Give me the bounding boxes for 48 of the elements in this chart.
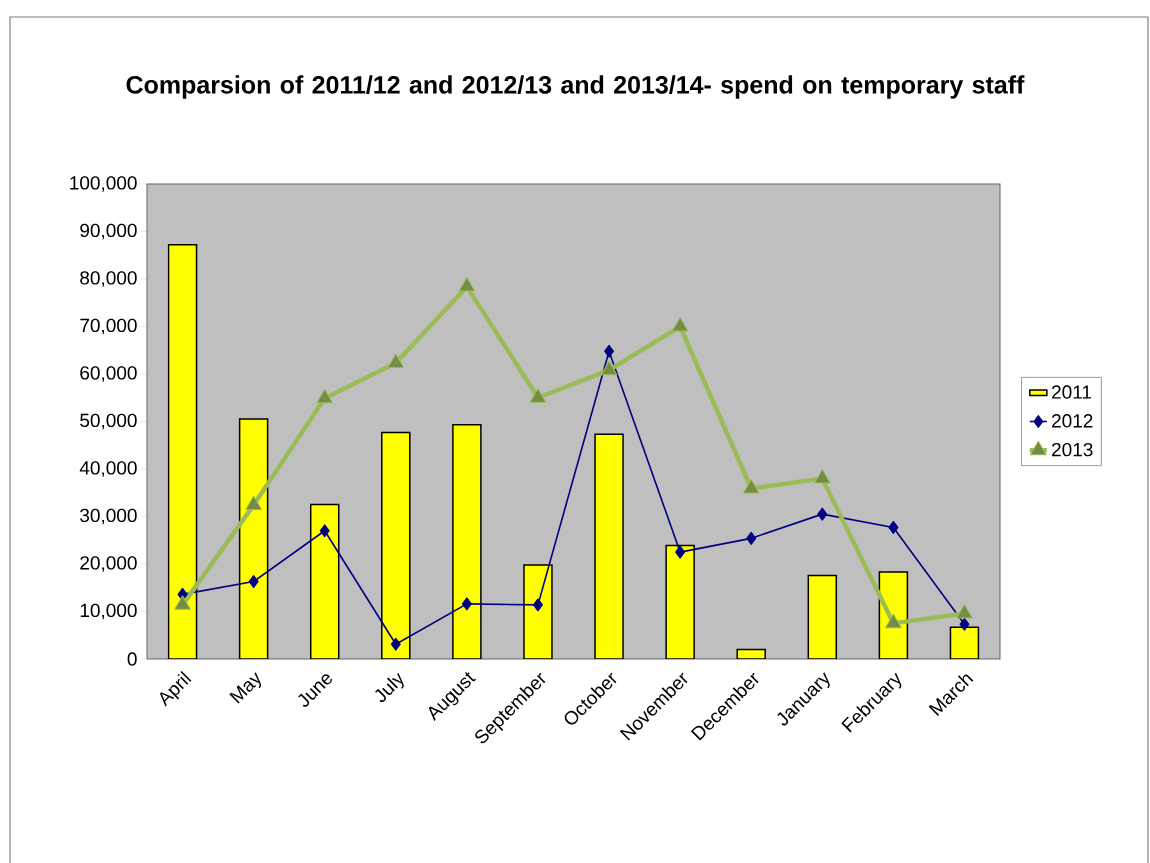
- bar: [238, 418, 269, 659]
- y-tick-label: 0: [127, 652, 137, 666]
- point: [746, 531, 757, 545]
- bar: [807, 574, 838, 659]
- point: [461, 597, 472, 611]
- point: [600, 360, 618, 376]
- y-tick-label: 30,000: [80, 508, 137, 525]
- point: [529, 388, 547, 403]
- legend-label: 2013: [1052, 442, 1093, 457]
- point: [604, 344, 615, 358]
- point: [959, 617, 970, 631]
- legend-label: 2011: [1052, 385, 1092, 399]
- bar: [309, 503, 340, 659]
- y-tick-label: 10,000: [80, 603, 137, 620]
- point: [319, 524, 330, 538]
- chart-title: Comparsion of 2011/12 and 2012/13 and 2013/14- spend on temporary staff: [126, 75, 1025, 99]
- point: [671, 317, 689, 332]
- y-tick-label: 100,000: [70, 176, 137, 192]
- y-tick-label: 90,000: [80, 223, 137, 240]
- x-tick-label: May: [229, 672, 262, 704]
- point: [814, 469, 831, 484]
- bar: [452, 424, 482, 659]
- point: [248, 575, 259, 589]
- bar: [665, 544, 695, 659]
- point: [387, 353, 405, 369]
- point: [316, 388, 334, 404]
- y-tick-label: 50,000: [80, 413, 137, 430]
- y-tick-label: 80,000: [80, 271, 137, 287]
- point: [675, 545, 686, 559]
- point: [817, 507, 828, 521]
- point: [245, 495, 262, 511]
- y-tick-label: 40,000: [79, 461, 137, 477]
- bar: [594, 433, 624, 659]
- bar: [167, 244, 198, 659]
- point: [532, 598, 543, 612]
- y-tick-label: 20,000: [80, 556, 137, 572]
- bar: [381, 431, 411, 659]
- y-tick-label: 60,000: [80, 366, 137, 382]
- bar: [949, 626, 980, 659]
- point: [888, 520, 899, 534]
- point: [742, 478, 760, 494]
- legend-label: 2012: [1052, 414, 1093, 428]
- point: [390, 637, 401, 651]
- bar: [523, 564, 553, 659]
- point: [174, 595, 191, 610]
- x-tick-label: July: [375, 672, 404, 703]
- point: [458, 277, 476, 292]
- y-tick-label: 70,000: [80, 318, 137, 335]
